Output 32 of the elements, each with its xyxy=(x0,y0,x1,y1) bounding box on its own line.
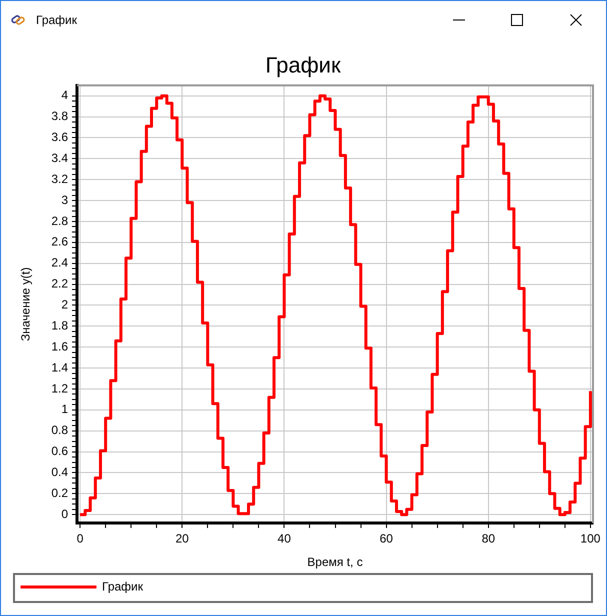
y-tick-label: 0.8 xyxy=(51,423,68,438)
y-tick-label: 3.6 xyxy=(51,130,68,144)
chart-title: График xyxy=(265,52,341,78)
x-tick-label: 100 xyxy=(580,532,601,546)
y-tick-label: 1.6 xyxy=(51,339,68,354)
text: График xyxy=(36,12,77,28)
x-tick-label: 80 xyxy=(482,532,496,546)
y-tick-label: 2.2 xyxy=(51,276,68,291)
x-tick-label: 40 xyxy=(278,532,292,546)
y-tick-label: 2.4 xyxy=(51,256,68,270)
x-axis-title: Время t, с xyxy=(307,555,363,570)
x-tick-label: 20 xyxy=(175,532,190,546)
y-tick-label: 1 xyxy=(61,402,68,416)
y-tick-label: 3.8 xyxy=(51,109,68,124)
y-axis-title: Значение y(t) xyxy=(18,267,33,342)
y-tick-label: 1.8 xyxy=(51,318,68,332)
y-tick-label: 3 xyxy=(61,192,68,207)
y-tick-label: 4 xyxy=(61,88,68,102)
y-tick-label: 1.4 xyxy=(51,360,68,374)
y-tick-label: 2.8 xyxy=(51,214,68,228)
y-tick-label: 1.2 xyxy=(51,381,68,396)
x-tick-label: 60 xyxy=(380,532,394,546)
y-tick-label: 3.2 xyxy=(51,172,68,186)
y-tick-label: 2 xyxy=(61,298,68,312)
y-tick-label: 2.6 xyxy=(51,234,68,249)
y-tick-label: 0.2 xyxy=(51,486,68,500)
y-tick-label: 0 xyxy=(61,506,68,521)
text: График xyxy=(102,579,144,594)
y-tick-label: 3.4 xyxy=(51,150,68,165)
y-tick-label: 0.6 xyxy=(51,444,68,458)
y-tick-label: 0.4 xyxy=(51,465,68,480)
x-tick-label: 0 xyxy=(76,532,84,546)
